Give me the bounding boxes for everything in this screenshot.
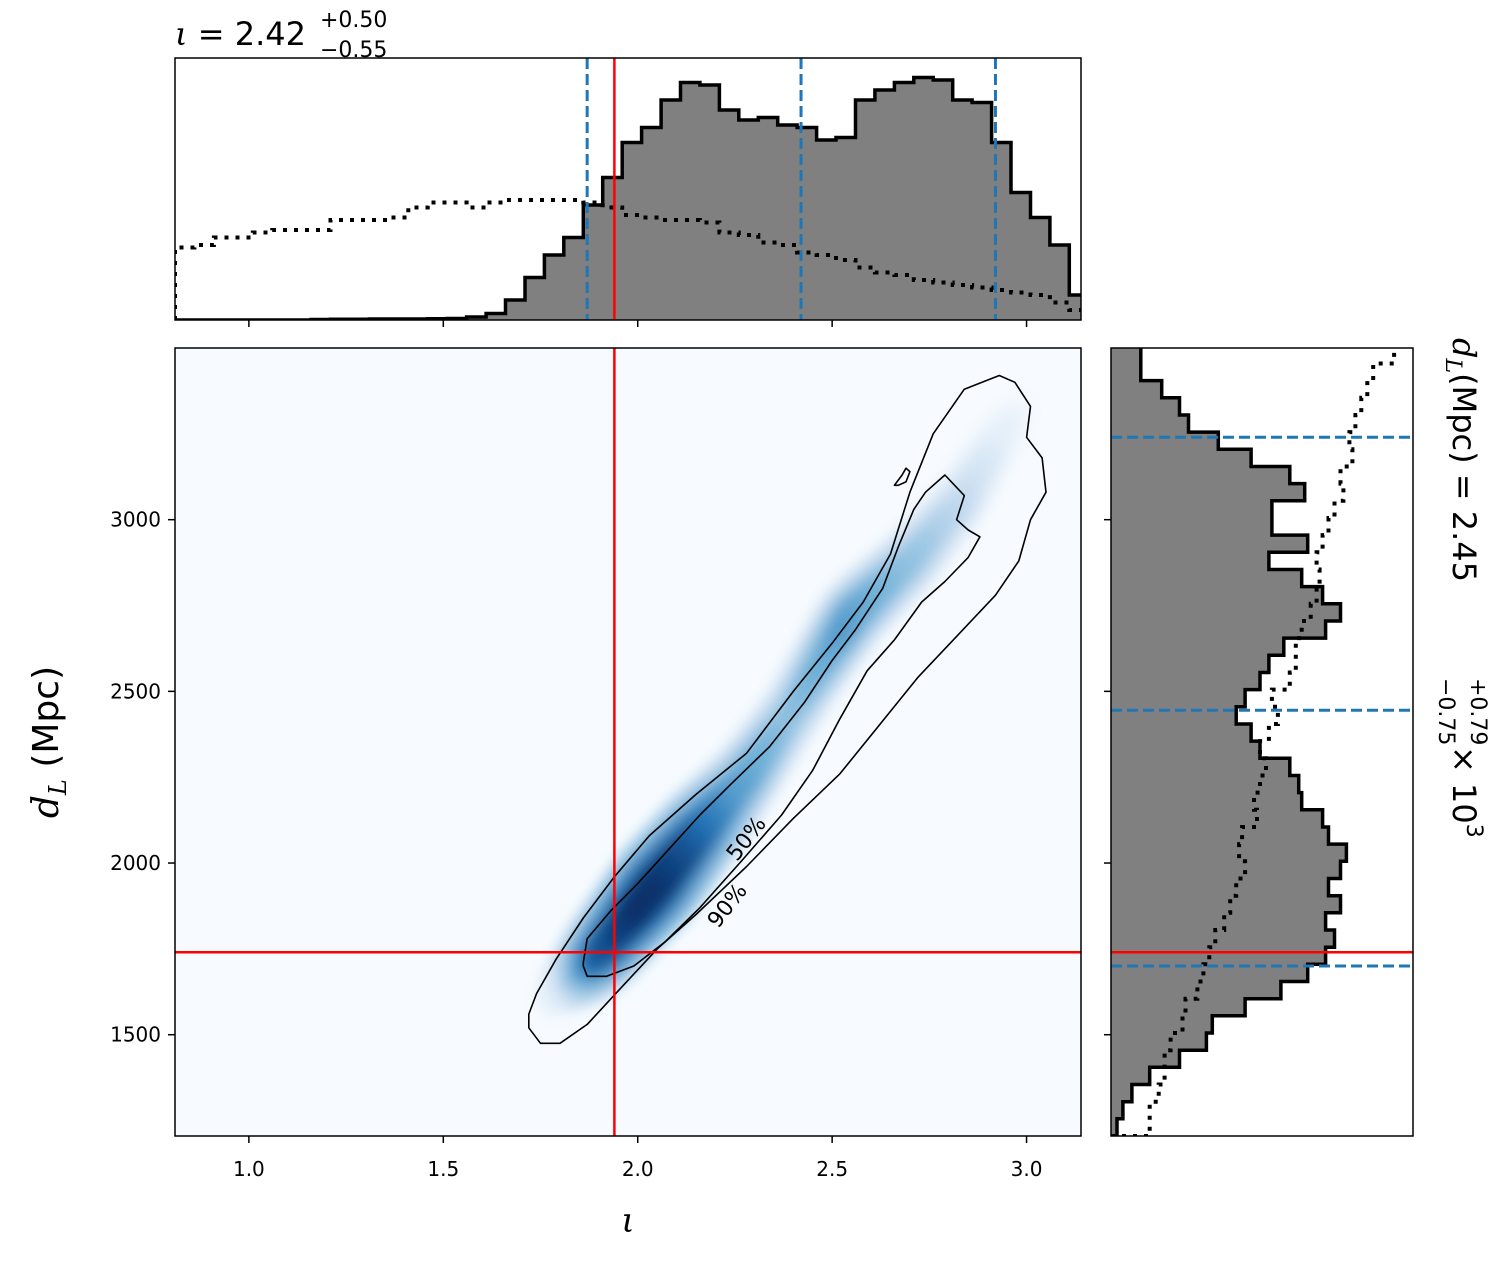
x-tick-label: 2.5 — [816, 1157, 848, 1181]
x-tick-label: 1.5 — [427, 1157, 459, 1181]
x-axis-ticks: 1.0 1.5 2.0 2.5 3.0 — [233, 1136, 1042, 1181]
posterior-histogram-fill — [1111, 348, 1347, 1136]
joint-panel-frame — [174, 347, 1082, 1137]
right-histogram-area — [1111, 348, 1413, 1136]
contour-island — [893, 467, 911, 487]
y-axis-label: dL (Mpc) — [26, 666, 72, 818]
right-panel-frame — [1110, 347, 1414, 1137]
posterior-histogram-edge — [175, 75, 1081, 320]
distance-title-plus: +0.79 — [1465, 678, 1490, 745]
y-axis-ticks: 1500 2000 2500 3000 — [110, 508, 175, 1047]
inclination-summary-title: ι = 2.42 — [175, 15, 306, 53]
injected-value-lines — [175, 348, 1081, 1136]
y-axis-label-symbol: d — [26, 795, 67, 818]
x-axis-label: ι — [621, 1201, 634, 1241]
distance-summary-title: dL(Mpc) = 2.45 +0.79 −0.75 × 103 — [1433, 338, 1490, 838]
x-tick-label: 3.0 — [1011, 1157, 1043, 1181]
x-tick-label: 2.0 — [622, 1157, 654, 1181]
prior-histogram — [175, 198, 1081, 320]
y-axis-label-unit: (Mpc) — [26, 666, 67, 779]
distance-title-scale-base: × 10 — [1445, 746, 1483, 824]
y-tick-label: 2000 — [110, 851, 161, 875]
joint-density-heatmap — [530, 390, 1037, 1021]
right-panel-y-ticks — [1104, 518, 1111, 1036]
distance-title-value: 2.45 — [1445, 511, 1483, 582]
distance-title-exponent: 3 — [1461, 824, 1486, 838]
distance-title-unit: (Mpc) — [1445, 373, 1483, 463]
top-panel-frame — [174, 57, 1082, 321]
top-panel-x-ticks — [248, 320, 1028, 327]
x-tick-label: 1.0 — [233, 1157, 265, 1181]
top-histogram-area — [175, 58, 1081, 320]
contour-50 — [582, 474, 981, 978]
inclination-marginal-panel: ι = 2.42 +0.50 −0.55 — [174, 8, 1082, 327]
inclination-title-plus: +0.50 — [320, 8, 387, 33]
inclination-title-minus: −0.55 — [320, 38, 387, 63]
inclination-title-symbol: ι — [175, 15, 188, 53]
y-tick-label: 3000 — [110, 508, 161, 532]
distance-title-scale: × 103 — [1445, 746, 1486, 838]
prior-histogram — [1111, 348, 1397, 1136]
distance-title-minus: −0.75 — [1433, 678, 1458, 745]
distance-title-main: dL(Mpc) = 2.45 — [1440, 338, 1483, 582]
distance-title-subscript: L — [1440, 357, 1465, 373]
distance-marginal-panel: dL(Mpc) = 2.45 +0.79 −0.75 × 103 — [1104, 338, 1490, 1137]
y-axis-label-subscript: L — [44, 779, 72, 796]
distance-title-equals: = — [1445, 464, 1483, 511]
credible-contours — [528, 374, 1047, 1045]
y-tick-label: 1500 — [110, 1023, 161, 1047]
posterior-histogram-edge — [1111, 348, 1349, 1136]
y-tick-label: 2500 — [110, 679, 161, 703]
inclination-title-value: 2.42 — [235, 15, 306, 53]
joint-panel-background — [175, 348, 1081, 1136]
distance-title-symbol: d — [1445, 338, 1483, 358]
inclination-title-equals: = — [188, 15, 235, 53]
density-blob — [993, 408, 1021, 439]
